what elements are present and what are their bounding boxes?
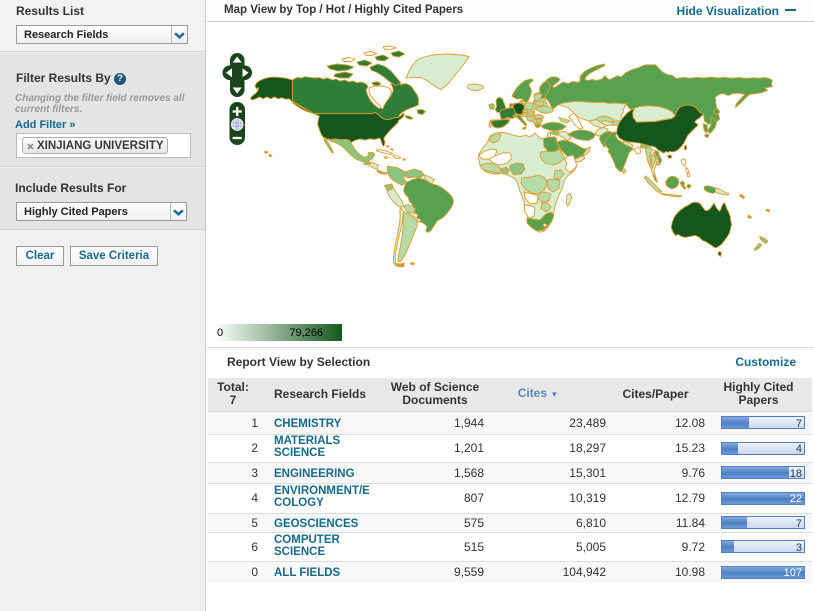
- svg-text:79,266: 79,266: [289, 327, 323, 339]
- svg-text:0: 0: [217, 327, 223, 339]
